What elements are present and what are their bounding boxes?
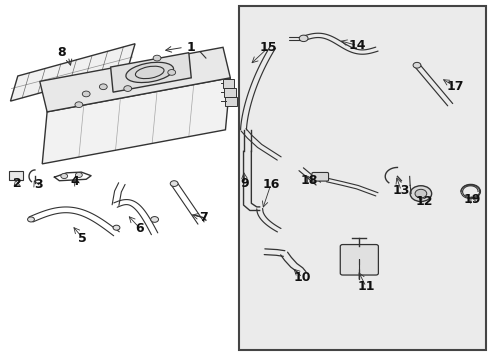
Polygon shape	[111, 53, 191, 92]
FancyBboxPatch shape	[8, 171, 23, 180]
Text: 1: 1	[187, 41, 196, 54]
Circle shape	[415, 189, 427, 198]
FancyBboxPatch shape	[340, 244, 378, 275]
Circle shape	[413, 62, 421, 68]
Polygon shape	[42, 78, 230, 164]
FancyBboxPatch shape	[222, 79, 234, 88]
FancyBboxPatch shape	[312, 172, 329, 181]
Text: 10: 10	[294, 271, 312, 284]
Circle shape	[99, 84, 107, 90]
Text: 19: 19	[464, 193, 481, 206]
Circle shape	[153, 55, 161, 61]
Circle shape	[113, 225, 120, 230]
Text: 12: 12	[416, 195, 433, 208]
Text: 9: 9	[241, 177, 249, 190]
Text: 2: 2	[13, 177, 22, 190]
Text: 8: 8	[57, 46, 66, 59]
Circle shape	[151, 217, 159, 222]
Text: 13: 13	[392, 184, 410, 197]
Text: 15: 15	[260, 41, 277, 54]
FancyBboxPatch shape	[225, 97, 237, 106]
Ellipse shape	[126, 62, 173, 82]
Circle shape	[61, 174, 68, 179]
Text: 5: 5	[78, 231, 87, 244]
Circle shape	[299, 35, 308, 41]
Text: 11: 11	[357, 280, 375, 293]
FancyBboxPatch shape	[239, 6, 486, 350]
Text: 6: 6	[136, 222, 144, 235]
Circle shape	[410, 186, 432, 202]
Circle shape	[168, 69, 175, 75]
Circle shape	[170, 181, 178, 186]
Text: 7: 7	[199, 211, 208, 224]
Polygon shape	[40, 47, 230, 112]
FancyBboxPatch shape	[224, 88, 236, 97]
Circle shape	[124, 86, 132, 91]
Polygon shape	[10, 44, 135, 101]
Circle shape	[75, 172, 82, 177]
Circle shape	[75, 102, 83, 108]
Text: 17: 17	[446, 80, 464, 93]
Circle shape	[82, 91, 90, 97]
Circle shape	[27, 217, 34, 222]
Text: 16: 16	[262, 178, 280, 191]
Text: 18: 18	[301, 174, 318, 186]
Text: 4: 4	[71, 175, 79, 188]
Text: 14: 14	[348, 39, 366, 52]
Text: 3: 3	[34, 178, 43, 191]
